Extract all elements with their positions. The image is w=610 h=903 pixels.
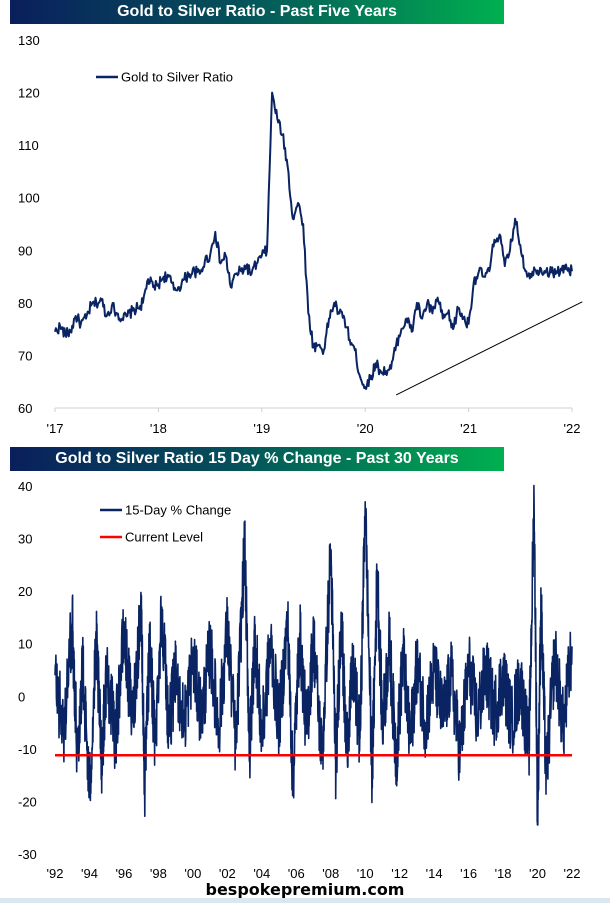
series-line-15-day-change — [54, 484, 573, 826]
y-tick-label: 120 — [18, 86, 40, 101]
legend-label: Gold to Silver Ratio — [121, 70, 233, 85]
y-tick-label: 20 — [18, 584, 32, 599]
bottom-bar — [0, 898, 610, 903]
chart2-plot: 40 30 20 10 0 -10 -20 -30 '92 '94 '96 '98 '00 '02 '04 '… — [18, 479, 581, 880]
x-tick-label: '00 — [184, 866, 201, 880]
x-tick-label: '10 — [357, 866, 374, 880]
y-tick-label: 90 — [18, 243, 32, 258]
y-tick-label: 30 — [18, 532, 32, 547]
x-tick-label: '02 — [219, 866, 236, 880]
chart1-title: Gold to Silver Ratio - Past Five Years — [117, 3, 397, 20]
chart2-title-banner: Gold to Silver Ratio 15 Day % Change - P… — [10, 447, 504, 471]
source-footer: bespokepremium.com — [205, 880, 405, 899]
x-tick-label: '17 — [47, 421, 64, 436]
y-tick-label: 40 — [18, 479, 32, 494]
x-tick-label: '96 — [115, 866, 132, 880]
chart1-title-banner: Gold to Silver Ratio - Past Five Years — [10, 0, 504, 24]
chart1-plot: 130 120 110 100 90 80 70 60 '17 '18 '19 '20 '21 '22 Go… — [18, 33, 583, 436]
legend-label: 15-Day % Change — [125, 503, 231, 518]
x-tick-label: '18 — [495, 866, 512, 880]
series-line-trendline — [395, 301, 583, 396]
x-tick-label: '12 — [391, 866, 408, 880]
x-tick-label: '04 — [253, 866, 270, 880]
y-tick-label: -20 — [18, 794, 37, 809]
y-tick-label: 130 — [18, 33, 40, 48]
x-tick-label: '21 — [460, 421, 477, 436]
x-tick-label: '92 — [47, 866, 64, 880]
x-tick-label: '94 — [81, 866, 98, 880]
x-tick-label: '18 — [150, 421, 167, 436]
x-tick-label: '06 — [288, 866, 305, 880]
y-tick-label: 80 — [18, 296, 32, 311]
x-tick-label: '22 — [564, 866, 581, 880]
y-tick-label: 100 — [18, 191, 40, 206]
x-tick-label: '19 — [253, 421, 270, 436]
y-tick-label: 0 — [18, 689, 25, 704]
x-tick-label: '08 — [322, 866, 339, 880]
x-tick-label: '98 — [150, 866, 167, 880]
x-tick-label: '14 — [426, 866, 443, 880]
y-tick-label: 10 — [18, 637, 32, 652]
x-tick-label: '20 — [529, 866, 546, 880]
y-tick-label: -10 — [18, 742, 37, 757]
x-tick-label: '16 — [460, 866, 477, 880]
x-tick-label: '20 — [357, 421, 374, 436]
legend-label: Current Level — [125, 530, 203, 545]
x-tick-label: '22 — [564, 421, 581, 436]
series-line-gold-to-silver-ratio — [54, 91, 573, 390]
y-tick-label: 110 — [18, 138, 39, 153]
chart2-title: Gold to Silver Ratio 15 Day % Change - P… — [55, 450, 459, 467]
y-tick-label: 60 — [18, 401, 32, 416]
y-tick-label: 70 — [18, 348, 32, 363]
y-tick-label: -30 — [18, 847, 37, 862]
